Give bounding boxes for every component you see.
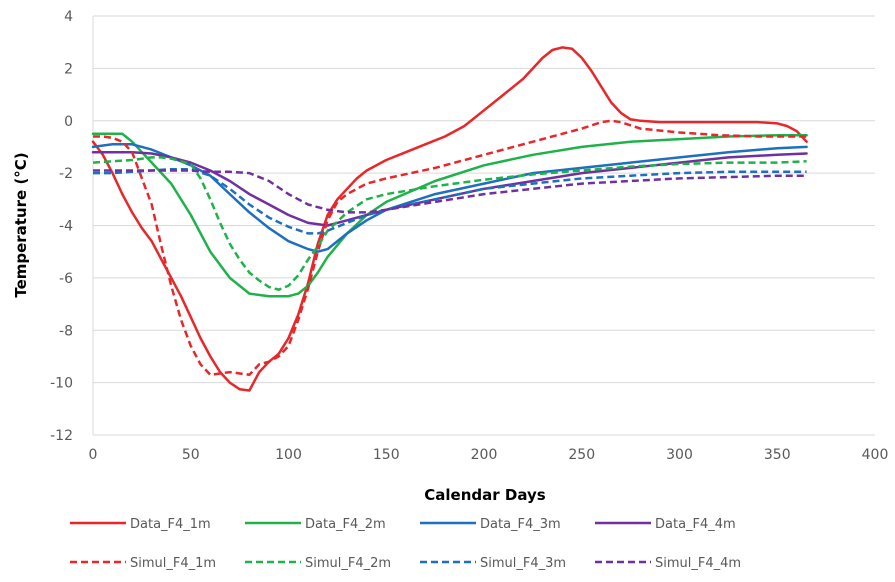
- legend-label: Data_F4_3m: [480, 517, 561, 532]
- legend-label: Data_F4_2m: [305, 517, 386, 532]
- legend-item: Simul_F4_2m: [245, 556, 391, 571]
- legend-label: Data_F4_1m: [130, 517, 211, 532]
- x-tick-label: 150: [373, 447, 400, 463]
- series-line-data-f4-1m: [91, 46, 808, 392]
- legend-item: Data_F4_1m: [70, 517, 211, 532]
- legend-item: Simul_F4_4m: [595, 556, 741, 571]
- legend-label: Data_F4_4m: [655, 517, 736, 532]
- y-tick-label: -6: [59, 271, 73, 287]
- legend-label: Simul_F4_2m: [305, 556, 391, 571]
- legend-item: Simul_F4_1m: [70, 556, 216, 571]
- series-line-simul-f4-2m: [92, 156, 807, 291]
- series-lines: [91, 46, 808, 392]
- x-tick-label: 0: [89, 447, 98, 463]
- x-tick-label: 200: [471, 447, 498, 463]
- x-tick-label: 50: [182, 447, 200, 463]
- x-tick-label: 400: [862, 447, 889, 463]
- series-line-simul-f4-1m: [93, 119, 807, 377]
- y-tick-label: -2: [59, 166, 73, 182]
- legend-item: Data_F4_3m: [420, 517, 561, 532]
- legend-label: Simul_F4_3m: [480, 556, 566, 571]
- y-tick-label: -4: [59, 219, 73, 235]
- legend-item: Data_F4_2m: [245, 517, 386, 532]
- series-line-data-f4-4m: [91, 150, 808, 227]
- legend-item: Simul_F4_3m: [420, 556, 566, 571]
- series-line-simul-f4-3m: [93, 167, 807, 235]
- x-tick-label: 350: [764, 447, 791, 463]
- x-axis-title: Calendar Days: [424, 486, 545, 504]
- series-line-data-f4-2m: [91, 132, 808, 298]
- x-tick-label: 250: [568, 447, 595, 463]
- x-tick-label: 100: [275, 447, 302, 463]
- tick-labels: -12 -10 -8 -6 -4 -2 0 2 4 0 50 100 150 200 250 300 350 40…: [50, 9, 888, 463]
- x-tick-label: 300: [666, 447, 693, 463]
- y-tick-label: -10: [50, 376, 73, 392]
- legend-label: Simul_F4_4m: [655, 556, 741, 571]
- y-tick-label: 0: [64, 114, 73, 130]
- y-tick-label: 2: [64, 61, 73, 77]
- legend-label: Simul_F4_1m: [130, 556, 216, 571]
- y-tick-label: -12: [50, 428, 73, 444]
- y-tick-label: -8: [59, 323, 73, 339]
- y-tick-label: 4: [64, 9, 73, 25]
- legend-item: Data_F4_4m: [595, 517, 736, 532]
- series-line-simul-f4-4m: [93, 169, 807, 214]
- gridlines: [93, 15, 875, 436]
- legend: Data_F4_1m Data_F4_2m Data_F4_3m Data_F4_4m…: [70, 517, 741, 571]
- y-axis-title: Temperature (°C): [12, 152, 30, 297]
